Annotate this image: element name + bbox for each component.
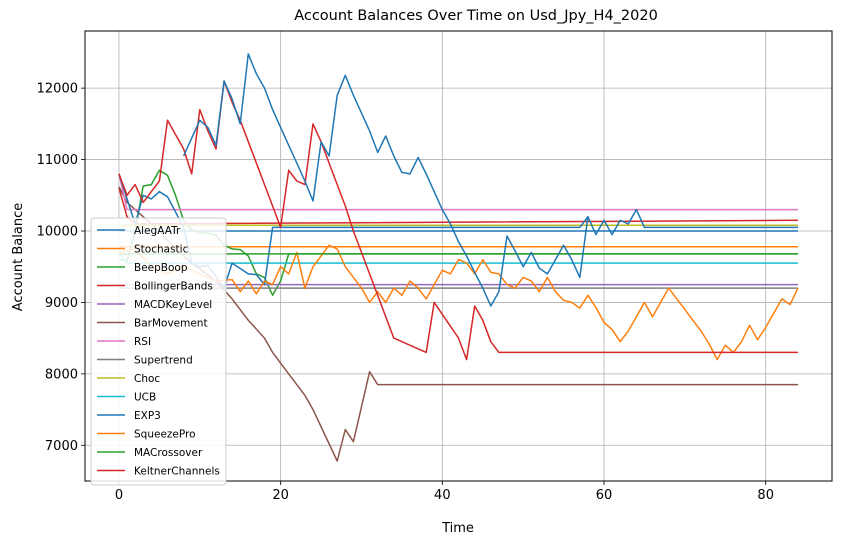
legend-box (90, 217, 227, 486)
chart-title: Account Balances Over Time on Usd_Jpy_H4… (294, 8, 658, 24)
y-tick-label: 11000 (37, 153, 78, 168)
x-tick-label: 0 (115, 488, 123, 503)
legend-label-squeezepro: SqueezePro (134, 428, 196, 440)
legend-label-keltnerchannels: KeltnerChannels (134, 465, 220, 477)
y-axis-label: Account Balance (11, 203, 26, 311)
plot-frame (84, 30, 833, 482)
y-tick-label: 8000 (45, 367, 78, 382)
series-line-rsi (118, 173, 798, 211)
legend-label-bollingerbands: BollingerBands (134, 280, 213, 292)
legend-label-ucb: UCB (134, 391, 156, 403)
x-tick-label: 60 (596, 488, 613, 503)
legend-label-supertrend: Supertrend (134, 354, 193, 366)
legend-label-macrossover: MACrossover (134, 447, 203, 459)
series-line-keltnerchannels (118, 80, 798, 361)
legend: AlegAATr Stochastic BeepBoop BollingerBands… (90, 217, 227, 486)
y-tick-label: 10000 (37, 225, 78, 240)
legend-label-stochastic: Stochastic (134, 243, 189, 255)
legend-label-barmovement: BarMovement (134, 317, 208, 329)
x-tick-label: 40 (434, 488, 451, 503)
x-tick-label: 80 (757, 488, 774, 503)
y-tick-label: 12000 (37, 82, 78, 97)
y-tick-label: 9000 (45, 296, 78, 311)
legend-label-alegaatr: AlegAATr (134, 225, 181, 237)
series-line-exp3 (118, 173, 798, 289)
legend-label-rsi: RSI (134, 336, 151, 348)
axis-ticks: 0 20 40 60 80 7000 8000 9000 10000 11000 12000 (37, 82, 774, 503)
legend-label-exp3: EXP3 (134, 410, 161, 422)
legend-label-beepboop: BeepBoop (134, 262, 188, 274)
x-axis-label: Time (441, 521, 474, 536)
legend-label-choc: Choc (134, 373, 160, 385)
series-line-unlabeled (182, 53, 589, 307)
series-line-squeezepro (118, 244, 799, 361)
y-tick-label: 7000 (45, 439, 78, 454)
x-tick-label: 20 (272, 488, 289, 503)
legend-label-macdkeylevel: MACDKeyLevel (134, 299, 212, 311)
